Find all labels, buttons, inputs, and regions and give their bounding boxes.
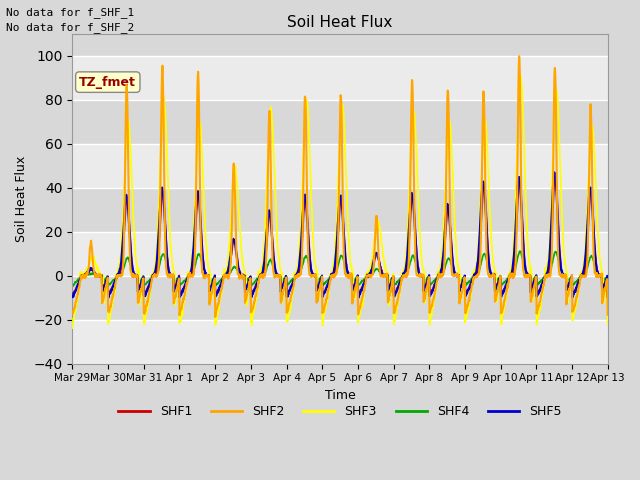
SHF2 (493, 289, 501, 295)
SHF4 (68, 282, 76, 288)
SHF3 (175, 279, 182, 285)
SHF2 (604, 312, 612, 318)
SHF1 (188, 271, 195, 277)
SHF4 (69, 283, 77, 289)
Line: SHF5: SHF5 (72, 172, 608, 298)
SHF2 (188, 272, 195, 278)
SHF2 (515, 53, 523, 59)
Line: SHF3: SHF3 (72, 76, 608, 328)
SHF1 (493, 282, 500, 288)
SHF5 (175, 276, 182, 281)
SHF5 (550, 169, 558, 175)
Legend: SHF1, SHF2, SHF3, SHF4, SHF5: SHF1, SHF2, SHF3, SHF4, SHF5 (113, 400, 566, 423)
SHF1 (68, 290, 76, 296)
Bar (72, 144, 608, 188)
SHF5 (188, 264, 196, 270)
Text: No data for f_SHF_1: No data for f_SHF_1 (6, 7, 134, 18)
SHF1 (423, 279, 431, 285)
SHF2 (248, 309, 255, 314)
X-axis label: Time: Time (324, 389, 355, 402)
SHF3 (541, 273, 548, 279)
SHF5 (604, 294, 612, 300)
SHF5 (105, 295, 113, 300)
SHF2 (541, 277, 548, 283)
SHF4 (493, 277, 501, 283)
SHF2 (424, 283, 431, 289)
SHF1 (175, 276, 182, 281)
SHF1 (541, 276, 548, 281)
SHF3 (493, 299, 500, 305)
Text: No data for f_SHF_2: No data for f_SHF_2 (6, 22, 134, 33)
Title: Soil Heat Flux: Soil Heat Flux (287, 15, 393, 30)
SHF5 (541, 274, 548, 280)
SHF2 (175, 278, 182, 284)
SHF3 (517, 73, 525, 79)
Line: SHF4: SHF4 (72, 251, 608, 286)
SHF4 (175, 274, 182, 279)
SHF1 (532, 293, 540, 299)
SHF4 (604, 282, 612, 288)
SHF5 (68, 294, 76, 300)
SHF4 (188, 272, 196, 277)
SHF4 (541, 273, 548, 279)
SHF4 (516, 248, 524, 254)
SHF2 (211, 314, 219, 320)
Text: TZ_fmet: TZ_fmet (79, 76, 136, 89)
SHF1 (552, 174, 559, 180)
Line: SHF2: SHF2 (72, 56, 608, 317)
SHF3 (423, 288, 431, 294)
SHF4 (248, 282, 255, 288)
Y-axis label: Soil Heat Flux: Soil Heat Flux (15, 156, 28, 242)
Bar (72, 56, 608, 100)
SHF4 (424, 275, 431, 280)
Line: SHF1: SHF1 (72, 177, 608, 296)
Bar (72, 232, 608, 276)
SHF1 (248, 291, 255, 297)
SHF3 (604, 321, 612, 327)
SHF1 (604, 291, 612, 297)
SHF3 (188, 256, 195, 262)
SHF3 (248, 317, 255, 323)
SHF5 (248, 294, 255, 300)
Bar (72, 320, 608, 364)
SHF5 (493, 282, 501, 288)
SHF5 (424, 278, 431, 284)
SHF3 (68, 325, 76, 331)
SHF2 (68, 309, 76, 315)
